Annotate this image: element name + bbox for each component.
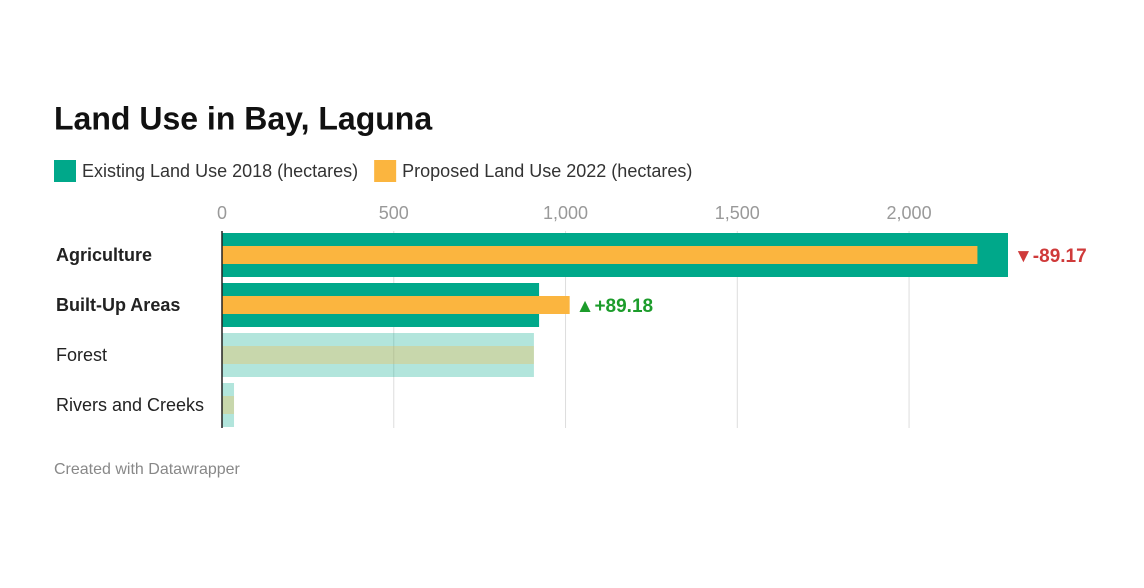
bar	[222, 383, 235, 427]
category-label: Agriculture	[56, 245, 152, 265]
legend-label: Existing Land Use 2018 (hectares)	[82, 161, 358, 181]
bar	[222, 396, 235, 414]
legend-label: Proposed Land Use 2022 (hectares)	[402, 161, 692, 181]
category-label: Built-Up Areas	[56, 295, 180, 315]
legend-swatch	[374, 160, 397, 182]
bar	[222, 333, 534, 377]
category-label: Forest	[56, 345, 107, 365]
x-tick-label: 1,500	[715, 203, 760, 223]
x-tick-label: 500	[379, 203, 409, 223]
chart-title: Land Use in Bay, Laguna	[54, 100, 432, 136]
bar	[222, 346, 534, 364]
footer: Created with Datawrapper	[54, 461, 241, 478]
x-tick-label: 0	[217, 203, 227, 223]
bar	[222, 296, 570, 314]
category-label: Rivers and Creeks	[56, 395, 204, 415]
x-tick-label: 1,000	[543, 203, 588, 223]
bar	[222, 246, 978, 264]
legend-swatch	[54, 160, 76, 182]
change-label: ▲+89.18	[576, 296, 653, 317]
x-tick-label: 2,000	[887, 203, 932, 223]
change-label: ▼-89.17	[1014, 246, 1087, 267]
